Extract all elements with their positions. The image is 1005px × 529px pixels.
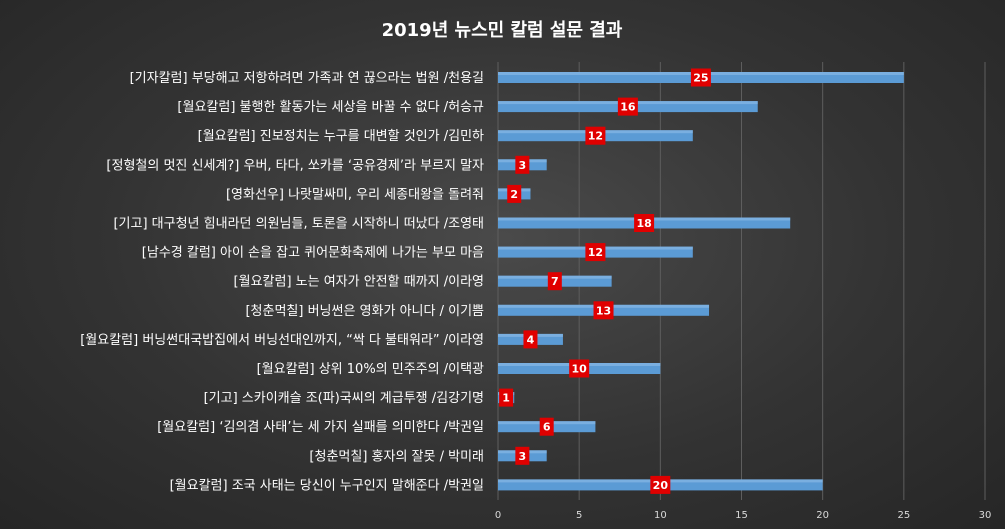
data-label: 20 [653,479,669,492]
data-label: 6 [543,421,551,434]
category-label: [월요칼럼] 버닝썬대국밥집에서 버닝선대인까지, “싹 다 불태워라” /이라… [80,333,484,348]
data-label-box [515,446,530,465]
data-label-box [547,272,562,291]
category-label: [기고] 스카이캐슬 조(파)국씨의 계급투쟁 /김강기명 [204,391,484,406]
x-tick-labels: 0 5 10 15 20 25 30 [495,510,992,521]
chart-title: 2019년 뉴스민 칼럼 설문 결과 [382,20,623,41]
category-label: [기자칼럼] 부당해고 저항하려면 가족과 연 끊으라는 법원 /천용길 [130,71,484,86]
category-label: [월요칼럼] 조국 사태는 당신이 누구인지 말해준다 /박권일 [170,478,484,493]
data-label: 1 [502,392,510,405]
data-label: 18 [636,217,651,230]
data-label: 7 [551,275,559,288]
x-tick-label: 5 [576,510,582,521]
category-label: [청춘먹칠] 홍자의 잘못 / 박미래 [309,449,484,464]
x-tick-label: 20 [816,510,829,521]
data-label: 16 [620,101,636,114]
data-label: 12 [588,130,603,143]
data-label-box [650,475,671,494]
x-tick-label: 30 [979,510,992,521]
category-label: [청춘먹칠] 버닝썬은 영화가 아니다 / 이기쁨 [245,304,484,319]
category-label: [월요칼럼] 상위 10%의 민주주의 /이택광 [257,362,484,377]
category-label: [남수경 칼럼] 아이 손을 잡고 퀴어문화축제에 나가는 부모 마음 [142,246,484,261]
data-label-box [515,155,530,174]
data-label-box [539,417,554,436]
data-label-box [593,301,614,320]
data-label: 2 [510,188,518,201]
data-label: 3 [519,159,527,172]
data-label: 10 [572,363,588,376]
category-label: [영화선우] 나랏말싸미, 우리 세종대왕을 돌려줘 [226,187,484,202]
x-tick-label: 25 [897,510,910,521]
data-label: 25 [693,72,708,85]
category-label: [월요칼럼] ‘김의겸 사태’는 세 가지 실패를 의미한다 /박권일 [157,420,484,435]
data-label-box [569,359,590,378]
data-label: 12 [588,246,603,259]
x-tick-label: 15 [735,510,748,521]
data-label: 4 [527,333,535,346]
category-label: [월요칼럼] 노는 여자가 안전할 때까지 /이라영 [234,275,484,290]
data-label-box [499,388,514,407]
data-label-box [507,184,522,203]
category-label: [기고] 대구청년 힘내라던 의원님들, 토론을 시작하니 떠났다 /조영태 [113,217,484,232]
category-label: [정형철의 멋진 신세계?] 우버, 타다, 쏘카를 ‘공유경제’라 부르지 말… [106,158,484,173]
data-label: 3 [519,450,527,463]
data-label-box [523,330,538,349]
category-label: [월요칼럼] 불행한 활동가는 세상을 바꿀 수 없다 /허승규 [177,99,484,115]
data-label-box [617,97,638,116]
data-label-box [585,243,606,262]
data-label-box [634,214,655,232]
category-label: [월요칼럼] 진보정치는 누구를 대변할 것인가 /김민하 [198,129,484,144]
data-label-box [690,68,711,87]
x-tick-label: 0 [495,510,501,521]
x-tick-label: 10 [654,510,667,521]
data-label-box [585,126,606,145]
data-label: 13 [596,304,611,317]
category-labels: [기자칼럼] 부당해고 저항하려면 가족과 연 끊으라는 법원 /천용길 [월요칼… [80,71,484,493]
